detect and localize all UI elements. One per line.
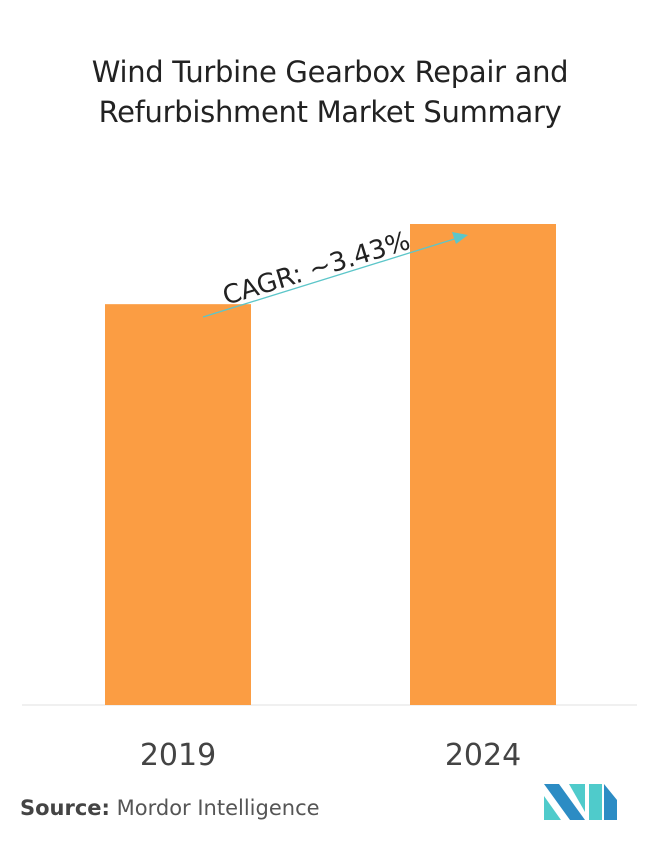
cagr-arrow-head <box>452 232 468 244</box>
source-text: Mordor Intelligence <box>116 796 320 820</box>
source-note: Source: Mordor Intelligence <box>20 796 320 820</box>
mordor-logo-icon <box>544 784 617 820</box>
cagr-annotation: CAGR: ~3.43% <box>219 226 414 312</box>
bar-2019 <box>105 304 251 705</box>
x-tick-label: 2024 <box>445 738 521 773</box>
x-tick-label: 2019 <box>140 738 216 773</box>
chart-title: Wind Turbine Gearbox Repair and Refurbis… <box>91 55 569 129</box>
cagr-arrow-line <box>202 235 465 318</box>
bar-2024 <box>410 224 556 705</box>
source-label: Source: <box>20 796 110 820</box>
